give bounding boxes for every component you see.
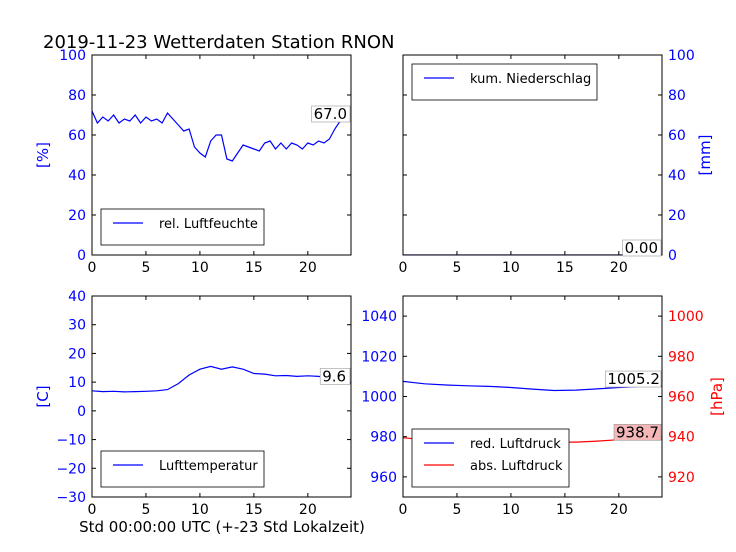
x-tick-label: 0 [399, 260, 408, 276]
x-tick-label: 10 [191, 260, 209, 276]
y-tick-label: 20 [68, 208, 86, 224]
y-tick-label: 40 [668, 168, 686, 184]
x-tick-label: 10 [502, 260, 520, 276]
x-tick-label: 5 [452, 260, 461, 276]
last-value-box [613, 424, 662, 441]
legend-label: abs. Luftdruck [470, 459, 563, 474]
x-tick-label: 0 [88, 260, 97, 276]
y-tick-label: 40 [68, 289, 86, 305]
y-tick-label: 40 [68, 168, 86, 184]
x-tick-label: 5 [141, 502, 150, 518]
figure-title: 2019-11-23 Wetterdaten Station RNON [43, 32, 394, 53]
x-tick-label: 0 [399, 502, 408, 518]
y-tick-label-right: 940 [668, 430, 695, 446]
x-tick-label: 20 [299, 502, 317, 518]
y-tick-label: 10 [68, 375, 86, 391]
x-tick-label: 5 [452, 502, 461, 518]
last-value-box [319, 367, 351, 385]
y-tick-label-right: 1000 [668, 309, 704, 325]
x-tick-label: 20 [610, 502, 628, 518]
legend-box [411, 428, 570, 488]
y-tick-label: 60 [668, 128, 686, 144]
legend-label: red. Luftdruck [470, 437, 561, 452]
legend-box [100, 208, 265, 246]
x-tick-label: 15 [556, 260, 574, 276]
y-tick-label: 80 [68, 88, 86, 104]
y-tick-label: 960 [370, 470, 397, 486]
y-tick-label: 1000 [361, 390, 397, 406]
x-tick-label: 15 [245, 502, 263, 518]
y-tick-label: 60 [68, 128, 86, 144]
legend-box [411, 63, 598, 101]
series-line-pressure-0 [403, 380, 662, 392]
x-tick-label: 20 [299, 260, 317, 276]
last-value-box [311, 105, 351, 123]
y-axis-label: [C] [34, 385, 52, 407]
x-tick-label: 15 [556, 502, 574, 518]
x-tick-label: 15 [245, 260, 263, 276]
y-tick-label: 20 [68, 346, 86, 362]
y-tick-label-right: 920 [668, 470, 695, 486]
y-tick-label-right: 960 [668, 390, 695, 406]
axes-frame [402, 54, 663, 256]
axes-frame [91, 54, 352, 256]
y-tick-label: 100 [668, 48, 695, 64]
y-tick-label: 30 [68, 318, 86, 334]
y-axis-label: [hPa] [708, 377, 726, 416]
last-value-label: 9.6 [322, 367, 346, 385]
axes-frame [91, 295, 352, 498]
x-tick-label: 5 [141, 260, 150, 276]
y-axis-label: [%] [34, 142, 52, 168]
x-tick-label: 10 [191, 502, 209, 518]
last-value-label: 1005.2 [607, 370, 660, 388]
last-value-box [622, 239, 662, 257]
y-tick-label: 1020 [361, 349, 397, 365]
y-tick-label-right: 980 [668, 349, 695, 365]
legend-label: Lufttemperatur [159, 459, 258, 474]
legend-label: rel. Luftfeuchte [159, 217, 258, 232]
x-tick-label: 10 [502, 502, 520, 518]
y-tick-label: 980 [370, 430, 397, 446]
x-tick-label: 20 [610, 260, 628, 276]
y-tick-label: −10 [56, 433, 86, 449]
x-tick-label: 0 [88, 502, 97, 518]
last-value-label: 67.0 [314, 105, 347, 123]
panel-humidity: 0 5 10 15 20 0 20 40 60 80 100 [%] 67.0 rel. Luftfeuc… [34, 48, 352, 276]
last-value-label: 938.7 [616, 423, 659, 441]
last-value-box [605, 370, 662, 388]
y-tick-label: 80 [668, 88, 686, 104]
last-value-label: 0.00 [625, 239, 658, 257]
y-tick-label: −20 [56, 461, 86, 477]
series-line-temperature-0 [92, 365, 351, 393]
y-tick-label: 20 [668, 208, 686, 224]
y-tick-label: −30 [56, 490, 86, 506]
figure-xlabel: Std 00:00:00 UTC (+-23 Std Lokalzeit) [79, 518, 365, 536]
legend-label: kum. Niederschlag [470, 72, 591, 87]
series-line-humidity-0 [92, 110, 346, 162]
panel-precipitation: 0 5 10 15 20 0 20 40 60 80 100 [mm] 0.00 kum. Nieders… [399, 48, 714, 276]
y-tick-label: 0 [77, 404, 86, 420]
y-tick-label: 0 [668, 248, 677, 264]
y-tick-label: 1040 [361, 309, 397, 325]
y-tick-label: 100 [59, 48, 86, 64]
y-tick-label: 0 [77, 248, 86, 264]
panel-temperature: 0 5 10 15 20 −30 −20 −10 0 10 20 30 40 [C] 9.6 Lufttemp… [34, 289, 352, 518]
panel-pressure: 0 5 10 15 20 960 980 1000 1020 1040 920 940 960 980 10… [361, 295, 726, 518]
y-axis-label: [mm] [696, 135, 714, 176]
legend-box [100, 450, 265, 488]
